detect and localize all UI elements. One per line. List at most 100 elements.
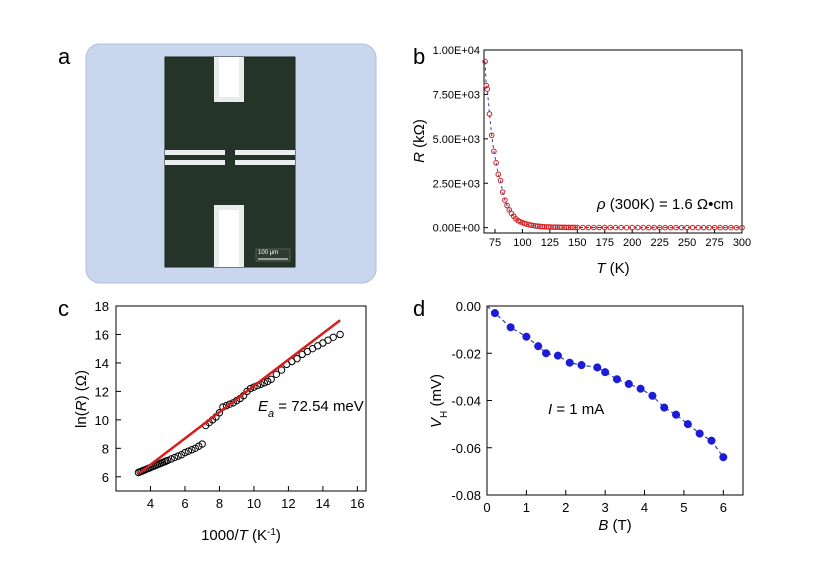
data-point xyxy=(483,82,489,89)
data-point xyxy=(522,332,531,341)
data-point xyxy=(495,171,502,178)
data-point xyxy=(486,111,493,117)
y-tick-label: 10 xyxy=(95,413,109,428)
data-point xyxy=(667,224,674,231)
y-tick-label: 16 xyxy=(95,327,109,342)
x-tick-label: 3 xyxy=(602,500,609,515)
x-tick-label: 250 xyxy=(678,237,696,249)
data-point xyxy=(596,224,603,231)
series-line xyxy=(484,61,742,229)
scale-bar-label: 100 μm xyxy=(258,250,279,256)
y-tick-label: 0.00 xyxy=(456,299,481,314)
data-point xyxy=(167,455,175,463)
data-point xyxy=(673,224,679,231)
data-point xyxy=(502,197,508,203)
y-tick-label: -0.02 xyxy=(451,346,481,361)
data-point xyxy=(198,440,206,448)
data-point xyxy=(728,224,734,231)
x-tick-label: 1 xyxy=(523,500,530,515)
data-point xyxy=(504,202,510,209)
data-point xyxy=(267,375,275,383)
y-tick-label: 12 xyxy=(95,384,109,399)
data-point xyxy=(336,330,344,339)
data-point xyxy=(612,224,619,231)
data-point xyxy=(623,224,630,231)
data-point xyxy=(226,400,234,408)
panel-letter-b: b xyxy=(413,44,426,69)
data-point xyxy=(719,453,728,462)
x-tick-label: 75 xyxy=(489,237,501,249)
data-point xyxy=(534,342,543,351)
x-tick-label: 6 xyxy=(720,500,727,515)
data-point xyxy=(542,349,551,358)
data-point xyxy=(499,189,506,195)
y-tick-label: 1.00E+04 xyxy=(433,45,480,57)
x-tick-label: 150 xyxy=(568,237,586,249)
x-tick-label: 14 xyxy=(316,496,330,511)
data-point xyxy=(188,446,196,454)
x-tick-label: 175 xyxy=(596,237,614,249)
data-point xyxy=(662,224,668,231)
data-point xyxy=(733,224,740,231)
data-point xyxy=(580,224,586,231)
data-point xyxy=(651,224,657,231)
x-tick-label: 4 xyxy=(147,496,154,511)
data-point xyxy=(706,224,712,231)
data-point xyxy=(601,368,610,377)
x-tick-label: 6 xyxy=(181,496,188,511)
x-axis-label: 1000/T (K-1) xyxy=(201,527,281,545)
data-point xyxy=(184,447,193,455)
data-point xyxy=(707,436,716,445)
x-tick-label: 100 xyxy=(513,237,531,249)
y-tick-label: -0.04 xyxy=(451,394,481,409)
data-point xyxy=(660,403,669,412)
annotation: I = 1 mA xyxy=(548,401,604,418)
y-tick-label: 7.50E+03 xyxy=(433,89,480,101)
series-line xyxy=(486,305,724,458)
plot-frame xyxy=(115,305,367,492)
data-point xyxy=(215,409,224,417)
data-point xyxy=(645,224,652,231)
x-tick-label: 0 xyxy=(483,500,490,515)
data-point xyxy=(585,224,592,231)
data-point xyxy=(695,224,701,231)
y-tick-label: 8 xyxy=(102,441,109,456)
data-point xyxy=(170,453,179,462)
annotation: ρ (300K) = 1.6 Ω•cm xyxy=(596,196,733,213)
data-point xyxy=(618,224,625,231)
data-point xyxy=(717,224,723,231)
data-point xyxy=(506,323,515,332)
x-tick-label: 12 xyxy=(281,496,295,511)
y-axis-label: ln(R) (Ω) xyxy=(73,370,90,428)
y-axis-label: R (kΩ) xyxy=(411,119,428,163)
data-point xyxy=(722,224,729,231)
y-tick-label: 14 xyxy=(95,356,109,371)
x-tick-label: 2 xyxy=(562,500,569,515)
data-point xyxy=(601,224,608,231)
data-point xyxy=(490,309,499,318)
data-point xyxy=(629,224,636,231)
data-point xyxy=(648,391,657,400)
data-point xyxy=(329,333,337,342)
data-point xyxy=(574,224,581,231)
data-point xyxy=(700,224,707,231)
fit-line xyxy=(137,319,341,475)
data-point xyxy=(636,384,645,393)
data-point xyxy=(739,224,745,231)
annotation: Ea = 72.54 meV xyxy=(258,398,364,420)
data-point xyxy=(607,224,614,231)
data-point xyxy=(553,351,562,360)
data-point xyxy=(640,224,646,231)
data-point xyxy=(272,370,281,379)
data-point xyxy=(491,148,497,155)
x-tick-label: 16 xyxy=(350,496,364,511)
x-tick-label: 125 xyxy=(541,237,559,249)
data-point xyxy=(612,375,622,384)
data-point xyxy=(624,379,633,389)
data-point xyxy=(484,86,491,92)
x-tick-label: 10 xyxy=(247,496,261,511)
data-point xyxy=(711,224,718,231)
data-point xyxy=(590,224,597,231)
